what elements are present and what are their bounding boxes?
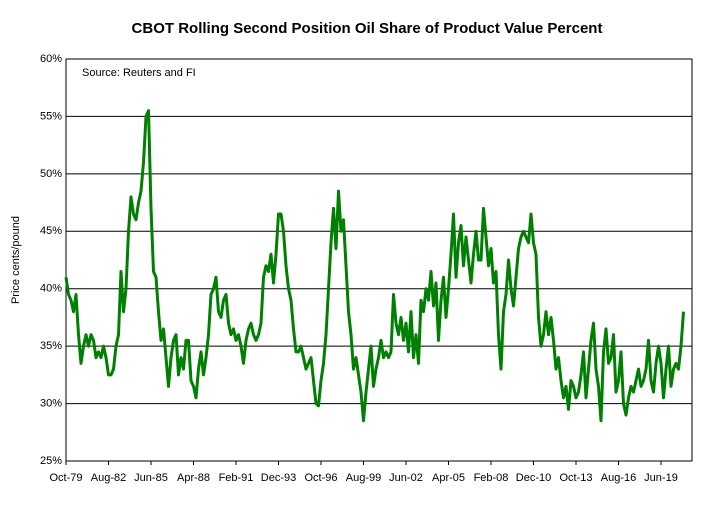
y-tick-label: 45%	[40, 225, 62, 237]
annotation: Source: Reuters and FI	[82, 67, 196, 79]
chart-title: CBOT Rolling Second Position Oil Share o…	[132, 20, 603, 37]
x-tick-label: Jun-85	[134, 472, 168, 484]
y-tick-label: 30%	[40, 397, 62, 409]
x-tick-label: Oct-96	[304, 472, 337, 484]
y-tick-label: 35%	[40, 340, 62, 352]
x-tick-label: Aug-16	[601, 472, 636, 484]
x-tick-label: Oct-79	[49, 472, 82, 484]
y-tick-label: 55%	[40, 110, 62, 122]
x-tick-label: Dec-93	[261, 472, 296, 484]
x-tick-label: Aug-99	[346, 472, 381, 484]
y-tick-label: 60%	[40, 53, 62, 65]
y-tick-label: 40%	[40, 283, 62, 295]
x-tick-label: Dec-10	[516, 472, 551, 484]
x-tick-label: Jun-02	[389, 472, 423, 484]
y-axis-label: Price cents/pound	[10, 216, 22, 304]
x-tick-label: Apr-88	[177, 472, 210, 484]
x-tick-label: Jun-19	[644, 472, 678, 484]
y-tick-label: 25%	[40, 455, 62, 467]
data-line	[64, 109, 685, 423]
plot-border	[65, 58, 693, 462]
y-tick-label: 50%	[40, 168, 62, 180]
x-tick-label: Feb-08	[474, 472, 509, 484]
x-tick-label: Aug-82	[91, 472, 126, 484]
x-tick-label: Apr-05	[432, 472, 465, 484]
x-tick-label: Oct-13	[559, 472, 592, 484]
x-tick-label: Feb-91	[219, 472, 254, 484]
